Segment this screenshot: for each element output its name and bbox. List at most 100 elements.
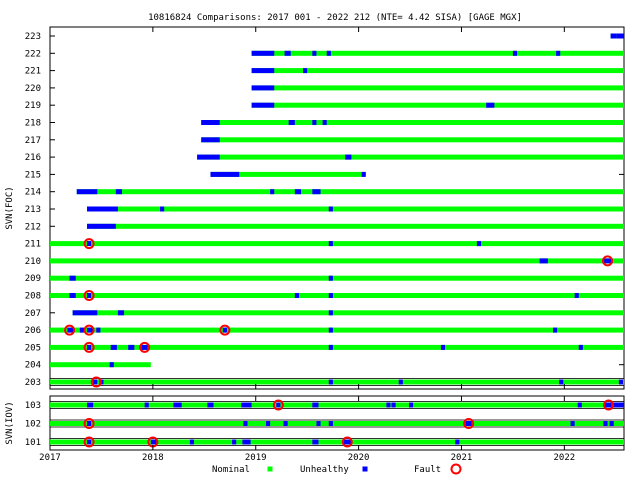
legend-marker (450, 463, 462, 475)
unhealthy-segment (222, 327, 227, 333)
x-tick-label: 2022 (553, 453, 575, 463)
row-svn-204: 204 (25, 361, 624, 371)
unhealthy-segment (512, 50, 518, 56)
row-svn-216: 216 (25, 153, 625, 163)
x-tick-label: 2018 (142, 453, 164, 463)
unhealthy-segment (288, 120, 295, 125)
unhealthy-segment (328, 275, 333, 281)
legend-marker (267, 466, 273, 472)
legend-label: Fault (414, 465, 441, 475)
unhealthy-segment (386, 402, 391, 408)
unhealthy-segment (328, 310, 333, 316)
unhealthy-segment (128, 344, 135, 350)
chart-title: 10816824 Comparisons: 2017 001 - 2022 21… (148, 13, 522, 23)
legend-marker (362, 466, 368, 472)
unhealthy-segment (87, 223, 116, 229)
unhealthy-segment (539, 258, 548, 264)
unhealthy-segment (440, 344, 446, 350)
row-svn-215: 215 (25, 170, 624, 180)
unhealthy-segment (87, 344, 92, 350)
fault-marker (64, 324, 76, 336)
fault-marker (341, 436, 353, 448)
unhealthy-segment (603, 402, 612, 408)
row-svn-207: 207 (25, 309, 625, 319)
unhealthy-segment (242, 439, 251, 445)
nominal-bar (87, 206, 625, 212)
fault-marker (139, 341, 151, 353)
fault-marker (83, 290, 95, 301)
unhealthy-segment (609, 421, 614, 426)
nominal-bar (251, 50, 625, 56)
unhealthy-segment (328, 206, 333, 212)
legend-label: Unhealthy (300, 465, 349, 475)
y-tick-label: 203 (25, 378, 41, 388)
unhealthy-segment (201, 137, 220, 143)
row-svn-220: 220 (25, 84, 625, 94)
unhealthy-segment (173, 402, 182, 408)
row-svn-222: 222 (25, 49, 625, 59)
row-svn-209: 209 (25, 274, 624, 284)
nominal-bar (251, 85, 625, 91)
unhealthy-segment (616, 33, 624, 39)
unhealthy-segment (232, 439, 237, 445)
x-axis: 2017 2018 2019 2020 2021 2022 (39, 27, 575, 463)
y-tick-label: 103 (25, 401, 41, 411)
y-tick-label: 219 (25, 101, 41, 111)
unhealthy-segment (189, 439, 195, 445)
unhealthy-segment (294, 189, 301, 195)
unhealthy-segment (251, 68, 275, 74)
row-svn-101: 101 (25, 436, 625, 448)
nominal-bar (50, 293, 624, 298)
unhealthy-segment (303, 68, 308, 74)
unhealthy-segment (150, 439, 157, 445)
row-svn-221: 221 (25, 67, 625, 77)
y-tick-label: 101 (25, 438, 41, 448)
unhealthy-segment (87, 327, 94, 333)
fault-marker (463, 418, 475, 429)
row-svn-214: 214 (25, 188, 624, 198)
unhealthy-segment (96, 327, 101, 333)
unhealthy-segment (602, 258, 613, 264)
unhealthy-segment (328, 344, 333, 350)
y-tick-label: 223 (25, 32, 41, 42)
y-tick-label: 222 (25, 49, 41, 59)
legend-label: Nominal (212, 465, 250, 475)
y-tick-label: 215 (25, 170, 41, 180)
unhealthy-segment (312, 189, 321, 195)
unhealthy-segment (241, 402, 252, 408)
unhealthy-segment (312, 50, 317, 56)
unhealthy-segment (266, 421, 271, 426)
unhealthy-segment (556, 50, 561, 56)
row-svn-213: 213 (25, 205, 625, 215)
nominal-bar (251, 102, 625, 108)
unhealthy-segment (76, 189, 98, 195)
unhealthy-segment (110, 344, 117, 350)
unhealthy-segment (115, 189, 123, 195)
fault-marker (83, 436, 95, 448)
nominal-bar (197, 154, 625, 160)
unhealthy-segment (141, 344, 148, 350)
y-axis-label: SVN(IOV) (5, 401, 15, 444)
y-axis-label: SVN(FOC) (5, 186, 15, 229)
row-svn-212: 212 (25, 222, 625, 232)
x-tick-label: 2021 (451, 453, 473, 463)
unhealthy-segment (197, 154, 220, 160)
unhealthy-segment (87, 293, 92, 298)
fault-marker (83, 341, 95, 353)
x-tick-label: 2017 (39, 453, 61, 463)
fault-marker (83, 324, 95, 336)
y-tick-label: 206 (25, 326, 41, 336)
unhealthy-segment (612, 402, 624, 408)
unhealthy-segment (322, 120, 327, 125)
row-svn-102: 102 (25, 418, 625, 430)
unhealthy-segment (476, 241, 482, 247)
nominal-bar (50, 421, 624, 426)
row-svn-103: 103 (25, 399, 625, 411)
unhealthy-segment (312, 439, 319, 445)
unhealthy-segment (559, 379, 564, 385)
nominal-bar (50, 344, 624, 350)
unhealthy-segment (93, 379, 98, 385)
unhealthy-segment (391, 402, 396, 408)
nominal-bar (210, 171, 364, 177)
unhealthy-segment (87, 421, 92, 426)
